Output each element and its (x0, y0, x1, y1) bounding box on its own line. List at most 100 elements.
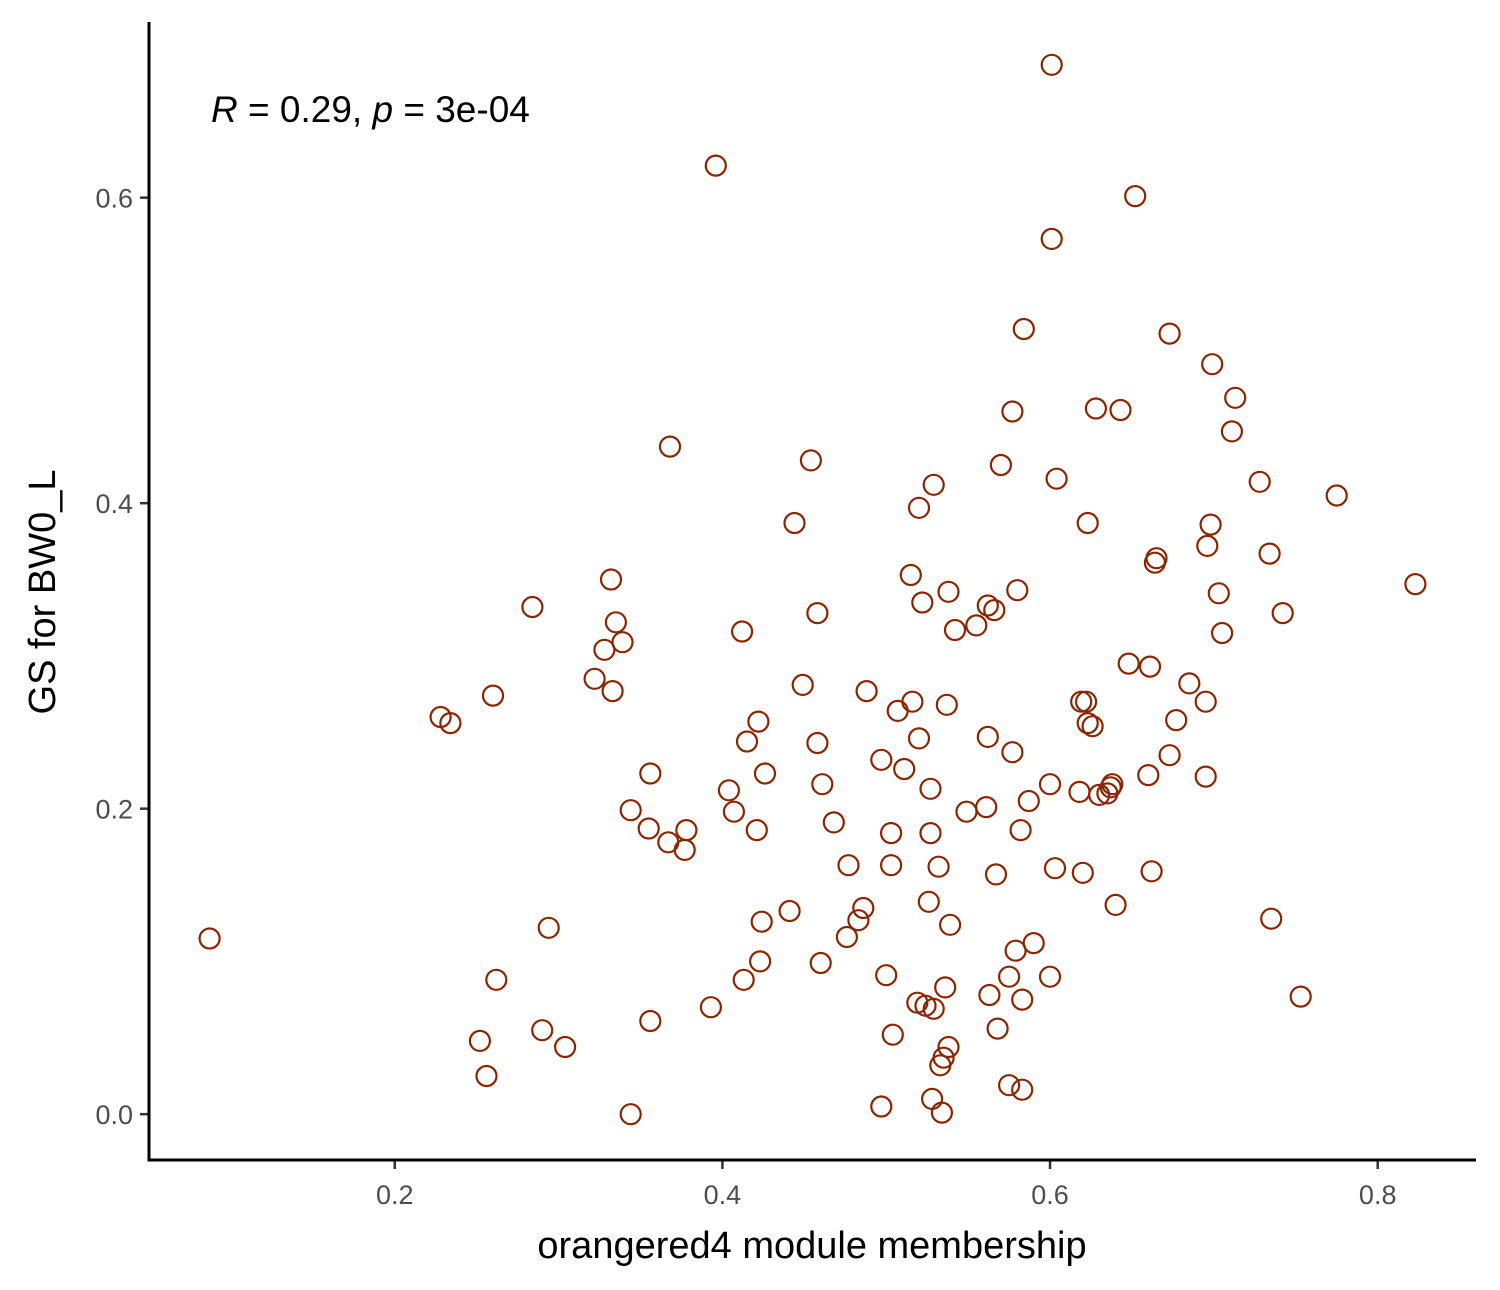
data-point (806, 731, 829, 755)
data-point (1165, 708, 1188, 732)
data-point (927, 855, 950, 878)
data-point (730, 620, 754, 643)
data-point (1040, 227, 1063, 250)
data-point (937, 580, 960, 603)
x-tick-label: 0.4 (704, 1180, 742, 1210)
data-point (937, 1035, 960, 1059)
data-point (704, 154, 727, 177)
data-point (1140, 860, 1163, 883)
data-point (658, 435, 682, 458)
data-point (986, 1017, 1009, 1040)
data-point (611, 631, 634, 654)
data-point (1006, 579, 1029, 602)
p-value: = 3e-04 (393, 89, 530, 130)
data-point (531, 1019, 554, 1042)
data-point (1325, 484, 1348, 507)
data-point (922, 473, 945, 496)
data-point (747, 710, 770, 733)
data-point (1076, 711, 1099, 735)
data-point (809, 951, 832, 975)
data-point (753, 762, 777, 785)
data-point (1137, 763, 1160, 787)
data-point (879, 854, 903, 877)
data-point (1158, 322, 1181, 345)
data-point (198, 927, 221, 950)
y-tick-label: 0.6 (95, 184, 133, 214)
data-point (1012, 317, 1035, 341)
data-point (965, 614, 988, 637)
data-point (855, 679, 878, 703)
data-point (583, 667, 606, 690)
data-point (922, 997, 945, 1020)
data-point (1194, 765, 1217, 788)
y-tick-label: 0.2 (95, 795, 133, 825)
data-point (875, 964, 898, 987)
data-point (1038, 965, 1062, 988)
data-point (983, 598, 1006, 622)
data-point (930, 1101, 954, 1124)
data-point (901, 690, 924, 713)
data-point (783, 511, 806, 535)
data-point (791, 673, 814, 697)
data-point (1248, 470, 1271, 493)
data-point (997, 965, 1021, 988)
data-point (1201, 353, 1224, 376)
data-point (1011, 1078, 1034, 1101)
data-point (1145, 547, 1168, 570)
data-point (852, 896, 875, 920)
data-point (938, 913, 962, 936)
data-point (984, 863, 1008, 886)
data-point (919, 821, 942, 845)
data-point (1109, 398, 1132, 422)
data-point (907, 496, 931, 519)
data-point (1117, 652, 1140, 675)
data-point (475, 1064, 498, 1088)
data-point (481, 684, 505, 707)
data-point (932, 1046, 955, 1069)
data-point (1158, 744, 1181, 767)
data-point (881, 1023, 904, 1046)
p-symbol: p (371, 89, 393, 130)
data-point (673, 838, 696, 862)
data-point (732, 968, 755, 991)
data-point (917, 890, 940, 913)
data-point (886, 699, 909, 723)
data-point (1210, 621, 1234, 645)
data-point (806, 601, 829, 625)
data-point (935, 693, 958, 716)
data-point (934, 976, 957, 999)
data-point (1258, 542, 1281, 565)
data-point (1076, 511, 1099, 535)
data-point (920, 1087, 944, 1111)
data-point (778, 899, 801, 923)
data-point (975, 795, 998, 819)
data-point (1009, 818, 1032, 842)
data-point (553, 1035, 577, 1059)
data-point (593, 638, 616, 661)
data-point (919, 777, 942, 800)
data-point (1088, 783, 1111, 807)
x-tick-label: 0.8 (1359, 1180, 1397, 1210)
correlation-annotation: R = 0.29, p = 3e-04 (211, 89, 530, 130)
data-point (879, 821, 903, 845)
r-value: = 0.29, (238, 89, 373, 130)
data-point (717, 779, 741, 802)
data-point (835, 925, 859, 949)
data-point (521, 595, 544, 619)
data-point (637, 817, 660, 840)
data-point (1004, 939, 1027, 962)
data-point (485, 968, 508, 991)
data-point (639, 762, 662, 785)
data-point (722, 800, 746, 823)
data-point (604, 611, 628, 634)
data-point (837, 854, 860, 877)
data-point (911, 591, 934, 614)
x-tick-label: 0.2 (376, 1180, 414, 1210)
data-point (1271, 601, 1294, 625)
data-point (1081, 715, 1104, 738)
data-point (639, 1009, 662, 1033)
data-point (745, 818, 768, 842)
data-point (748, 950, 772, 973)
data-point (1194, 690, 1217, 713)
data-point (1260, 907, 1283, 930)
